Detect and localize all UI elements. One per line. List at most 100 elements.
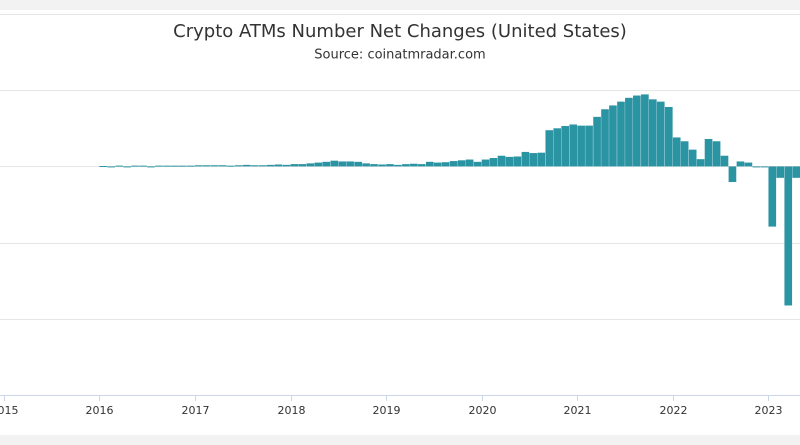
bar bbox=[497, 155, 506, 167]
bar bbox=[394, 164, 402, 167]
bar bbox=[473, 161, 482, 167]
bar bbox=[593, 116, 601, 167]
bar bbox=[282, 164, 291, 167]
bar bbox=[242, 164, 251, 167]
x-axis: 2015 2016 2017 2018 2019 2020 2021 2022 2023 bbox=[0, 395, 800, 417]
bar bbox=[481, 159, 490, 167]
x-tick-label: 2019 bbox=[373, 404, 401, 417]
bars bbox=[99, 94, 800, 306]
bar bbox=[784, 166, 793, 306]
bar bbox=[354, 161, 362, 167]
bar bbox=[728, 166, 737, 183]
bar bbox=[258, 165, 267, 167]
x-tick-label: 2022 bbox=[660, 404, 688, 417]
x-tick-label: 2017 bbox=[182, 404, 210, 417]
chart-subtitle: Source: coinatmradar.com bbox=[314, 48, 485, 63]
bar bbox=[218, 165, 227, 167]
bar bbox=[226, 165, 235, 167]
bar bbox=[99, 166, 108, 168]
bar bbox=[171, 165, 179, 167]
bar bbox=[609, 105, 617, 167]
bar bbox=[776, 166, 785, 178]
bar bbox=[417, 164, 426, 167]
x-tick-label: 2021 bbox=[564, 404, 592, 417]
bar bbox=[250, 165, 259, 167]
bar bbox=[187, 165, 195, 167]
bar bbox=[768, 166, 777, 227]
bar bbox=[179, 165, 187, 167]
bar bbox=[449, 161, 458, 167]
bar bbox=[680, 141, 689, 167]
bar bbox=[601, 109, 609, 167]
bar bbox=[744, 162, 753, 167]
bar bbox=[194, 165, 203, 167]
bar bbox=[577, 125, 585, 167]
bar bbox=[362, 163, 370, 167]
bar bbox=[441, 162, 450, 167]
bar bbox=[529, 153, 538, 167]
bar bbox=[322, 161, 331, 167]
bar bbox=[402, 164, 410, 167]
bar bbox=[123, 166, 131, 168]
bar bbox=[625, 97, 633, 167]
bar bbox=[290, 164, 299, 167]
x-tick-label: 2020 bbox=[469, 404, 497, 417]
bar bbox=[410, 163, 418, 167]
bar bbox=[433, 162, 442, 167]
bar bbox=[736, 161, 745, 167]
bar bbox=[672, 137, 681, 167]
bar bbox=[760, 166, 769, 168]
bar bbox=[338, 161, 347, 167]
bar bbox=[370, 164, 378, 167]
bar bbox=[720, 155, 729, 167]
x-tick-label: 2023 bbox=[755, 404, 783, 417]
bar bbox=[537, 152, 546, 167]
bar bbox=[202, 165, 211, 167]
bar bbox=[306, 163, 315, 167]
bar bbox=[298, 164, 307, 167]
bar bbox=[656, 101, 665, 167]
bar bbox=[378, 164, 386, 167]
bar bbox=[155, 165, 163, 167]
bar bbox=[641, 94, 649, 167]
chart-background bbox=[0, 10, 800, 435]
bar bbox=[330, 160, 339, 167]
bar bbox=[513, 156, 522, 167]
bar bbox=[465, 159, 474, 167]
bar bbox=[792, 166, 800, 178]
bar bbox=[664, 106, 673, 167]
bar bbox=[139, 165, 147, 167]
bar bbox=[210, 165, 219, 167]
bar bbox=[234, 165, 243, 167]
bar bbox=[115, 165, 124, 167]
chart-title: Crypto ATMs Number Net Changes (United S… bbox=[173, 21, 627, 42]
bar bbox=[163, 165, 171, 167]
bar bbox=[585, 125, 593, 167]
bar bbox=[147, 166, 155, 168]
bar bbox=[648, 99, 657, 167]
bar bbox=[131, 165, 139, 167]
x-tick-label: 2015 bbox=[0, 404, 19, 417]
bar bbox=[521, 151, 530, 167]
bar bbox=[107, 166, 115, 168]
bar bbox=[346, 161, 354, 167]
x-tick-label: 2018 bbox=[278, 404, 306, 417]
bar bbox=[704, 138, 713, 167]
bar bbox=[553, 128, 562, 167]
x-tick-label: 2016 bbox=[86, 404, 114, 417]
bar bbox=[489, 158, 498, 167]
bar bbox=[505, 156, 514, 167]
bar bbox=[752, 166, 761, 168]
bar bbox=[314, 162, 323, 167]
bar bbox=[457, 160, 466, 167]
bar bbox=[633, 95, 641, 167]
bar bbox=[545, 130, 554, 167]
bar bbox=[561, 126, 569, 167]
bar bbox=[688, 149, 697, 167]
bar bbox=[386, 164, 394, 167]
bar bbox=[425, 161, 434, 167]
bar bbox=[569, 124, 578, 167]
bar bbox=[274, 164, 283, 167]
